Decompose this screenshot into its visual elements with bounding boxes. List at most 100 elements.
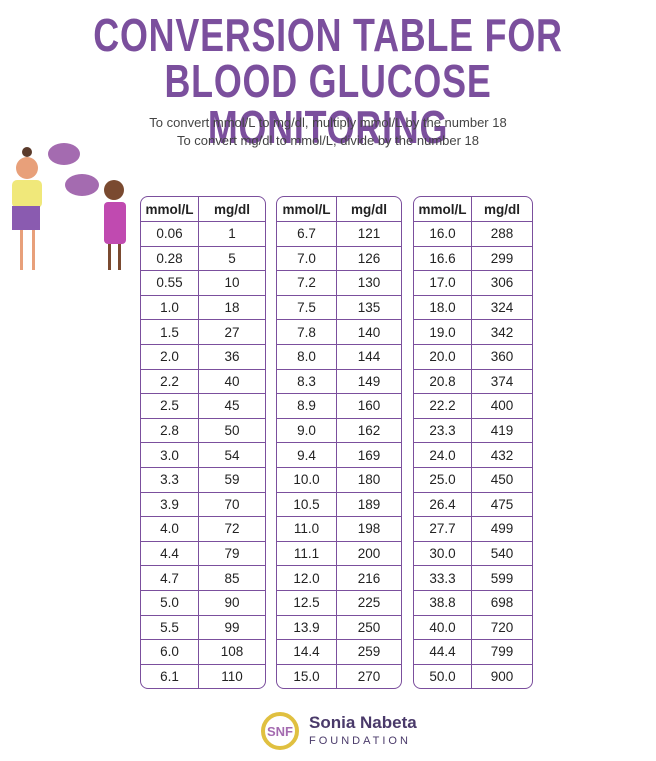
header-row: mmol/L mg/dl	[141, 197, 265, 221]
cell: 432	[490, 447, 514, 463]
table-row: 20.8 374	[414, 368, 532, 394]
table-row: 7.5 135	[277, 294, 401, 320]
table-row: 18.0 324	[414, 294, 532, 320]
table-row: 2.8 50	[141, 417, 265, 443]
cell: 9.4	[277, 443, 337, 467]
cell: 360	[490, 349, 514, 365]
cell: 270	[357, 668, 381, 684]
table-row: 14.4 259	[277, 639, 401, 664]
table-row: 6.1 110	[141, 663, 265, 689]
cell: 144	[357, 349, 381, 365]
cell: 6.1	[141, 664, 199, 689]
table-row: 17.0 306	[414, 270, 532, 295]
cell: 225	[357, 595, 381, 611]
table-row: 24.0 432	[414, 442, 532, 467]
table-row: 7.0 126	[277, 245, 401, 271]
table-row: 6.7 121	[277, 221, 401, 246]
cell: 4.7	[141, 566, 199, 590]
cell: 2.8	[141, 418, 199, 443]
cell: 450	[490, 472, 514, 488]
cell: 50.0	[414, 664, 472, 689]
table-row: 22.2 400	[414, 393, 532, 418]
logo-mark: SNF	[267, 724, 293, 739]
cell: 44.4	[414, 640, 472, 664]
cell: 2.5	[141, 394, 199, 418]
cell: 40.0	[414, 615, 472, 640]
cell: 10	[224, 275, 240, 291]
table-row: 3.3 59	[141, 466, 265, 492]
cell: 36	[224, 349, 240, 365]
cell: 400	[490, 398, 514, 414]
cell: 1	[228, 226, 236, 242]
header-cell: mg/dl	[351, 201, 387, 217]
title-line: CONVERSION TABLE FOR	[93, 9, 563, 61]
table-row: 5.0 90	[141, 589, 265, 615]
cell: 12.5	[277, 590, 337, 615]
table-row: 13.9 250	[277, 614, 401, 640]
table: mmol/L mg/dl 6.7 121 7.0 126 7.2 130 7.5 135 7.8 14…	[276, 196, 402, 690]
table-row: 3.0 54	[141, 442, 265, 467]
cell: 200	[357, 546, 381, 562]
table-row: 20.0 360	[414, 343, 532, 369]
cell: 70	[224, 496, 240, 512]
cell: 130	[357, 275, 381, 291]
table-row: 6.0 108	[141, 639, 265, 664]
logo: SNF	[261, 712, 299, 750]
table-row: 16.6 299	[414, 245, 532, 271]
cell: 7.0	[277, 246, 337, 271]
table-row: 11.0 198	[277, 516, 401, 541]
instruction: To convert mg/dl to mmol/L, divide by th…	[176, 133, 480, 148]
table-row: 4.7 85	[141, 565, 265, 590]
cell: 160	[357, 398, 381, 414]
cell: 50	[224, 423, 240, 439]
cell: 126	[357, 250, 381, 266]
cell: 14.4	[277, 640, 337, 664]
cell: 149	[357, 373, 381, 389]
cell: 8.9	[277, 394, 337, 418]
cell: 38.8	[414, 590, 472, 615]
cell: 24.0	[414, 443, 472, 467]
cell: 17.0	[414, 271, 472, 295]
cell: 140	[357, 324, 381, 340]
table-row: 7.2 130	[277, 270, 401, 295]
cell: 900	[490, 668, 514, 684]
cell: 10.5	[277, 492, 337, 517]
table-row: 0.28 5	[141, 245, 265, 271]
table-row: 9.4 169	[277, 442, 401, 467]
cell: 11.1	[277, 541, 337, 566]
header-cell: mg/dl	[484, 201, 520, 217]
cell: 15.0	[277, 664, 337, 689]
table-row: 8.0 144	[277, 343, 401, 369]
cell: 135	[357, 300, 381, 316]
cell: 0.06	[141, 222, 199, 246]
cell: 7.2	[277, 271, 337, 295]
cell: 0.55	[141, 271, 199, 295]
cell: 180	[357, 472, 381, 488]
cell: 342	[490, 324, 514, 340]
cell: 45	[224, 398, 240, 414]
cell: 599	[490, 570, 514, 586]
cell: 169	[357, 447, 381, 463]
table-row: 10.5 189	[277, 491, 401, 517]
cell: 110	[221, 668, 243, 684]
cell: 20.8	[414, 369, 472, 394]
cell: 8.3	[277, 369, 337, 394]
cell: 6.7	[277, 222, 337, 246]
cell: 27	[224, 324, 240, 340]
cell: 90	[224, 595, 240, 611]
cell: 99	[224, 619, 240, 635]
cell: 198	[357, 521, 381, 537]
cell: 799	[490, 644, 514, 660]
cell: 1.5	[141, 320, 199, 344]
cell: 475	[490, 496, 514, 512]
cell: 5.5	[141, 615, 199, 640]
cell: 121	[357, 226, 381, 242]
cell: 288	[490, 226, 514, 242]
table-row: 8.3 149	[277, 368, 401, 394]
cell: 189	[357, 496, 381, 512]
cell: 8.0	[277, 344, 337, 369]
cell: 85	[224, 570, 240, 586]
cell: 3.9	[141, 492, 199, 517]
table-row: 2.2 40	[141, 368, 265, 394]
